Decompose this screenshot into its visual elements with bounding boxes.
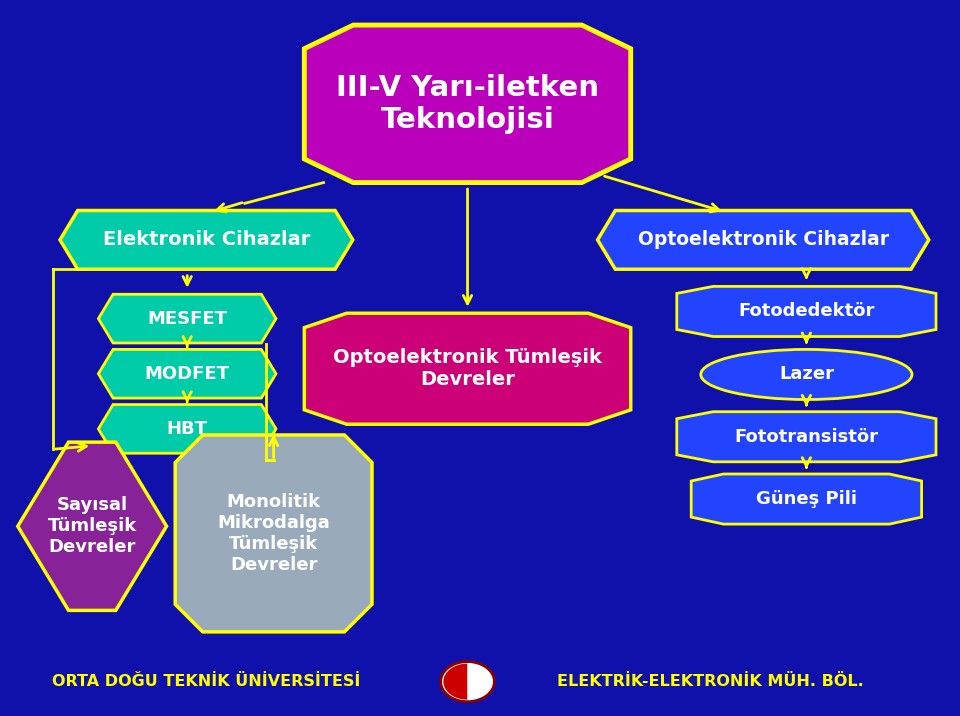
Text: Sayısal
Tümleşik
Devreler: Sayısal Tümleşik Devreler (48, 496, 136, 556)
Text: HBT: HBT (167, 420, 207, 438)
Ellipse shape (701, 349, 912, 400)
Text: Fotodedektör: Fotodedektör (738, 302, 875, 321)
Polygon shape (677, 412, 936, 462)
Polygon shape (99, 405, 276, 453)
Text: MODFET: MODFET (145, 364, 229, 383)
Wedge shape (444, 664, 468, 700)
Text: Lazer: Lazer (779, 365, 834, 384)
Text: ELEKTRİK-ELEKTRONİK MÜH. BÖL.: ELEKTRİK-ELEKTRONİK MÜH. BÖL. (557, 674, 864, 689)
Text: ORTA DOĞU TEKNİK ÜNİVERSİTESİ: ORTA DOĞU TEKNİK ÜNİVERSİTESİ (52, 674, 361, 689)
Text: Optoelektronik Cihazlar: Optoelektronik Cihazlar (637, 231, 889, 249)
Text: Monolitik
Mikrodalga
Tümleşik
Devreler: Monolitik Mikrodalga Tümleşik Devreler (217, 493, 330, 574)
Text: Fototransistör: Fototransistör (734, 427, 878, 446)
Polygon shape (18, 442, 167, 610)
Wedge shape (468, 664, 492, 700)
Text: III-V Yarı-iletken
Teknolojisi: III-V Yarı-iletken Teknolojisi (336, 74, 599, 134)
Polygon shape (60, 211, 353, 269)
Polygon shape (99, 349, 276, 398)
Polygon shape (175, 435, 372, 632)
Circle shape (441, 662, 494, 702)
Polygon shape (597, 211, 929, 269)
Polygon shape (691, 474, 922, 524)
Text: Elektronik Cihazlar: Elektronik Cihazlar (103, 231, 310, 249)
Polygon shape (304, 314, 631, 424)
Polygon shape (99, 294, 276, 343)
Polygon shape (304, 25, 631, 183)
Text: MESFET: MESFET (147, 309, 228, 328)
Polygon shape (677, 286, 936, 337)
Text: Güneş Pili: Güneş Pili (756, 490, 857, 508)
Text: Optoelektronik Tümleşik
Devreler: Optoelektronik Tümleşik Devreler (333, 348, 602, 390)
